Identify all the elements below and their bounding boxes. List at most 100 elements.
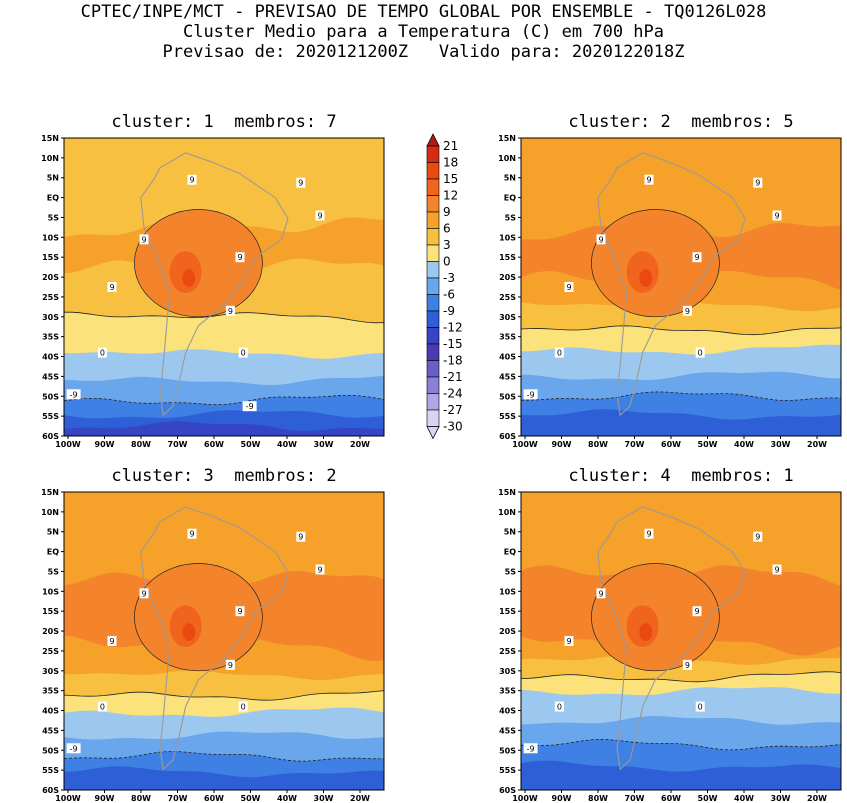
colorbar-swatch xyxy=(426,294,440,312)
colorbar-swatch xyxy=(426,244,440,262)
contour-label-bg xyxy=(523,389,538,400)
lat-label: 30S xyxy=(42,667,59,676)
panel-4-title: cluster: 4 membros: 1 xyxy=(568,466,794,486)
colorbar-label: -24 xyxy=(443,387,463,401)
contour-label: 0 xyxy=(698,349,703,358)
contour-label: 9 xyxy=(566,283,571,292)
lat-label: 10N xyxy=(498,154,516,163)
colorbar-label: -12 xyxy=(443,321,463,335)
temp-band xyxy=(64,421,384,436)
lon-label: 60W xyxy=(661,794,681,803)
lat-label: 60S xyxy=(42,786,59,795)
lat-label: 40S xyxy=(499,707,516,716)
panel-2-title: cluster: 2 membros: 5 xyxy=(568,112,794,132)
lon-label: 100W xyxy=(512,794,538,803)
colorbar-label: 18 xyxy=(443,156,458,170)
colorbar-swatch xyxy=(426,327,440,345)
lat-label: 10N xyxy=(41,508,59,517)
lon-label: 90W xyxy=(552,794,572,803)
contour-label-bg xyxy=(772,210,782,221)
contour-label: 0 xyxy=(100,349,105,358)
colorbar-label: 0 xyxy=(443,255,451,269)
lat-label: 55S xyxy=(42,766,59,775)
contour-label: -9 xyxy=(246,402,254,411)
colorbar-label: 9 xyxy=(443,205,451,219)
lat-label: 5N xyxy=(504,528,516,537)
lat-label: EQ xyxy=(47,548,59,557)
colorbar-swatch xyxy=(426,409,440,427)
lat-label: 15N xyxy=(498,134,516,143)
lat-label: 40S xyxy=(42,707,59,716)
lat-label: 50S xyxy=(42,392,59,401)
contour-label: 0 xyxy=(241,349,246,358)
contour-label-bg xyxy=(564,636,574,646)
lon-label: 50W xyxy=(241,794,261,803)
lon-label: 20W xyxy=(350,440,370,449)
lat-label: EQ xyxy=(504,548,516,557)
colorbar-swatch xyxy=(426,178,440,196)
lon-label: 90W xyxy=(95,794,115,803)
lat-label: 25S xyxy=(499,293,516,302)
temp-band xyxy=(521,760,841,790)
contour-label: 9 xyxy=(598,235,603,244)
colorbar-label: -15 xyxy=(443,337,463,351)
lon-label: 80W xyxy=(588,794,608,803)
lat-label: 15S xyxy=(499,253,516,262)
contour-label-bg xyxy=(554,347,564,358)
contour-label-bg xyxy=(296,531,306,542)
contour-label: 9 xyxy=(141,589,146,598)
contour-label-bg xyxy=(682,305,692,316)
colorbar-label: -21 xyxy=(443,370,463,384)
lat-label: 10S xyxy=(42,587,59,596)
lon-label: 40W xyxy=(277,794,297,803)
colorbar-swatch xyxy=(426,211,440,229)
contour-label-bg xyxy=(235,606,245,617)
contour-label-bg xyxy=(523,743,538,754)
map-panel-1: 15N 10N 5N EQ 5S 10S 15S 20S 25S 30S 35S 40S 45S 50S 5… xyxy=(41,134,385,449)
contour-label-bg xyxy=(596,588,606,599)
figure-title-line3: Previsao de: 2020121200Z Valido para: 20… xyxy=(162,42,685,62)
colorbar-swatch xyxy=(426,393,440,411)
lon-label: 90W xyxy=(552,440,572,449)
lon-label: 60W xyxy=(204,794,224,803)
lat-label: 45S xyxy=(42,372,59,381)
contour-label-bg xyxy=(644,174,654,185)
lat-label: 5N xyxy=(47,174,59,183)
lat-label: 5S xyxy=(505,567,517,576)
contour-label-bg xyxy=(242,401,257,412)
colorbar-swatch xyxy=(426,228,440,246)
figure-title-line2: Cluster Medio para a Temperatura (C) em … xyxy=(182,22,665,42)
panel-1-title: cluster: 1 membros: 7 xyxy=(111,112,337,132)
panel-frame xyxy=(520,137,842,437)
colorbar-swatch xyxy=(426,145,440,163)
colorbar-label: 3 xyxy=(443,238,451,252)
contour-label-bg xyxy=(66,743,81,754)
lat-label: EQ xyxy=(504,194,516,203)
contour-label-bg xyxy=(296,177,306,188)
contour-label: 9 xyxy=(646,176,651,185)
temperature-field xyxy=(64,138,384,436)
lon-label: 20W xyxy=(350,794,370,803)
lat-label: 60S xyxy=(499,432,516,441)
contour-label: 9 xyxy=(141,235,146,244)
lat-label: 5S xyxy=(48,567,60,576)
contour-label-bg xyxy=(596,234,606,245)
lon-label: 70W xyxy=(625,440,645,449)
colorbar-label: -6 xyxy=(443,288,455,302)
colorbar-label: -9 xyxy=(443,304,455,318)
lat-label: 20S xyxy=(499,627,516,636)
lon-label: 20W xyxy=(807,794,827,803)
lat-label: EQ xyxy=(47,194,59,203)
colorbar-bottom-arrow xyxy=(426,426,440,440)
lon-label: 50W xyxy=(241,440,261,449)
lat-label: 45S xyxy=(42,726,59,735)
lat-label: 45S xyxy=(499,726,516,735)
contour-label-bg xyxy=(238,347,248,358)
lat-label: 30S xyxy=(499,667,516,676)
map-panel-4: 15N 10N 5N EQ 5S 10S 15S 20S 25S 30S 35S 40S 45S 50S 5… xyxy=(498,488,842,803)
contour-label-bg xyxy=(695,347,705,358)
lon-label: 60W xyxy=(661,440,681,449)
contour-label: 9 xyxy=(298,533,303,542)
contour-label: 0 xyxy=(557,349,562,358)
lat-label: 10N xyxy=(498,508,516,517)
